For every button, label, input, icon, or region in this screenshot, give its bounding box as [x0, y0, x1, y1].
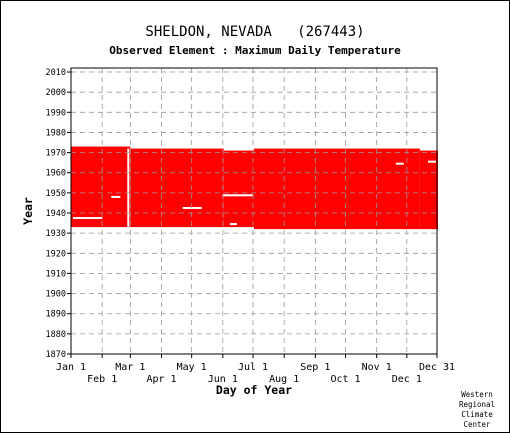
data-block-3: [254, 148, 420, 230]
x-tick-label-bottom-4: Oct 1: [330, 374, 360, 385]
plot-border: [70, 67, 438, 355]
missing-segment-7: [395, 162, 404, 165]
missing-segment-2: [222, 194, 253, 197]
missing-segment-3: [111, 195, 121, 198]
data-block-4: [419, 150, 439, 230]
y-tick-label-14: 2010: [46, 68, 66, 78]
y-tick-label-12: 1990: [46, 108, 66, 118]
y-axis-title: Year: [21, 197, 35, 225]
y-tick-label-5: 1920: [46, 249, 66, 259]
x-tick-label-bottom-5: Dec 1: [392, 374, 422, 385]
y-tick-label-13: 2000: [46, 88, 66, 98]
credit-line-1: Western: [461, 390, 493, 399]
wrcc-credit: Western Regional Climate Center: [448, 390, 506, 430]
y-tick-label-0: 1870: [46, 350, 66, 360]
data-block-2: [223, 150, 254, 228]
x-tick-label-top-0: Jan 1: [56, 362, 86, 373]
missing-segment-6: [427, 160, 436, 163]
x-axis-title: Day of Year: [216, 383, 292, 397]
x-tick-label-top-4: Sep 1: [300, 362, 330, 373]
x-tick-label-bottom-1: Apr 1: [146, 374, 176, 385]
chart-title: SHELDON, NEVADA (267443): [145, 24, 365, 40]
y-tick-label-6: 1930: [46, 229, 66, 239]
chart-subtitle: Observed Element : Maximum Daily Tempera…: [109, 44, 401, 57]
data-block-1: [130, 148, 224, 228]
x-tick-label-top-1: Mar 1: [115, 362, 145, 373]
y-tick-label-4: 1910: [46, 269, 66, 279]
x-tick-label-bottom-2: Jun 1: [208, 374, 238, 385]
x-tick-label-bottom-3: Aug 1: [269, 374, 299, 385]
y-tick-label-2: 1890: [46, 310, 66, 320]
missing-segment-0: [73, 217, 103, 220]
y-tick-label-9: 1960: [46, 169, 66, 179]
x-tick-label-top-5: Nov 1: [362, 362, 392, 373]
credit-line-3: Climate: [461, 410, 493, 419]
data-block-0: [71, 146, 131, 228]
credit-line-2: Regional: [458, 400, 496, 409]
y-tick-label-10: 1970: [46, 149, 66, 159]
credit-line-4: Center: [463, 420, 491, 429]
missing-segment-1: [182, 206, 202, 209]
y-tick-label-11: 1980: [46, 128, 66, 138]
missing-segment-5: [127, 148, 130, 228]
missing-segment-4: [229, 223, 237, 226]
y-tick-label-1: 1880: [46, 330, 66, 340]
x-tick-label-top-2: May 1: [177, 362, 207, 373]
y-tick-label-8: 1950: [46, 189, 66, 199]
x-tick-label-top-6: Dec 31: [419, 362, 455, 373]
x-tick-label-top-3: Jul 1: [238, 362, 268, 373]
x-tick-label-bottom-0: Feb 1: [87, 374, 117, 385]
y-tick-label-7: 1940: [46, 209, 66, 219]
y-tick-label-3: 1900: [46, 290, 66, 300]
